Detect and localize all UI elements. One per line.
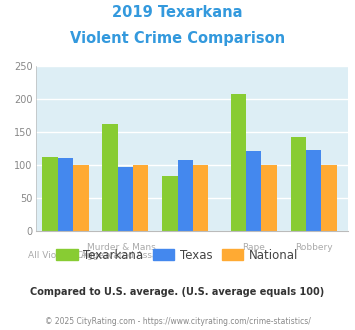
Text: Compared to U.S. average. (U.S. average equals 100): Compared to U.S. average. (U.S. average … [31, 287, 324, 297]
Bar [118, 167, 133, 231]
Text: Robbery: Robbery [295, 243, 333, 252]
Text: All Violent Crime: All Violent Crime [28, 251, 103, 260]
Bar [261, 165, 277, 231]
Legend: Texarkana, Texas, National: Texarkana, Texas, National [51, 244, 304, 266]
Bar [73, 165, 88, 231]
Bar [306, 150, 321, 231]
Bar [231, 94, 246, 231]
Bar [178, 160, 193, 231]
Bar [133, 165, 148, 231]
Text: Aggravated Assault: Aggravated Assault [81, 251, 170, 260]
Text: 2019 Texarkana: 2019 Texarkana [112, 5, 243, 20]
Text: Murder & Mans...: Murder & Mans... [87, 243, 164, 252]
Bar [246, 151, 261, 231]
Text: Rape: Rape [242, 243, 265, 252]
Text: © 2025 CityRating.com - https://www.cityrating.com/crime-statistics/: © 2025 CityRating.com - https://www.city… [45, 317, 310, 326]
Bar [290, 137, 306, 231]
Text: Violent Crime Comparison: Violent Crime Comparison [70, 31, 285, 46]
Bar [58, 158, 73, 231]
Bar [42, 157, 58, 231]
Bar [162, 176, 178, 231]
Bar [102, 124, 118, 231]
Bar [321, 165, 337, 231]
Bar [193, 165, 208, 231]
